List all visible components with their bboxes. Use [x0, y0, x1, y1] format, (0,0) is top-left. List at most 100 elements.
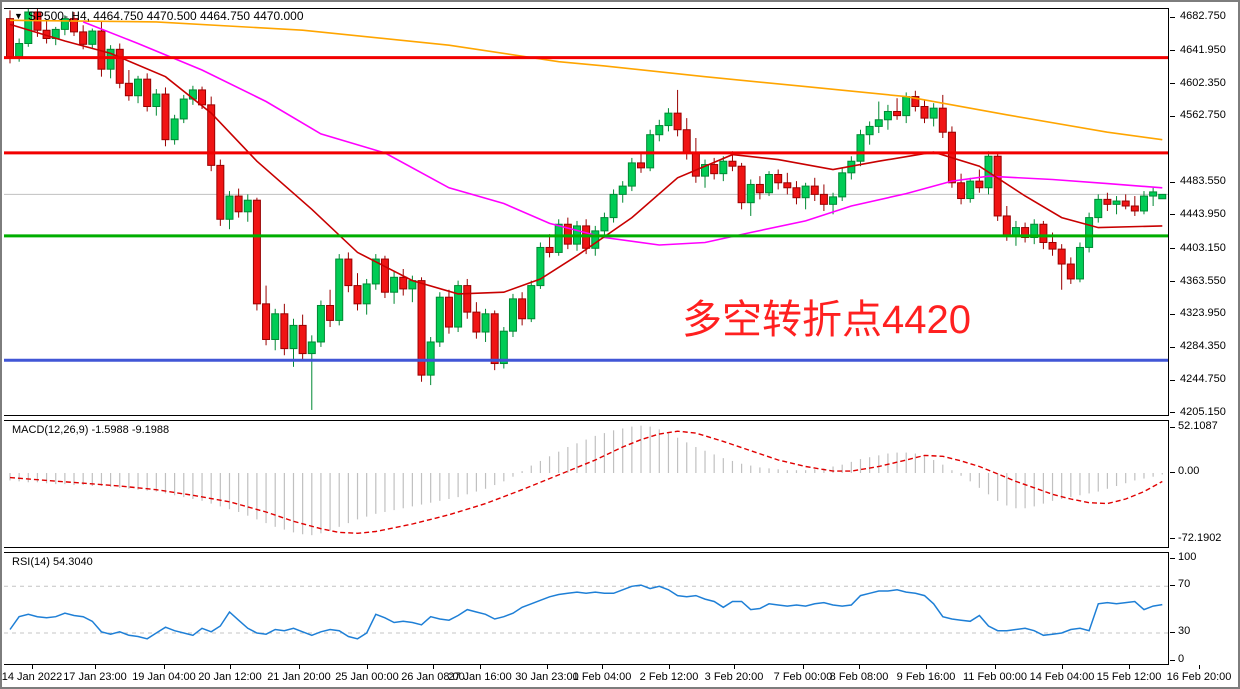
time-tick-mark	[32, 665, 33, 669]
price-tick-label: 4641.950	[1180, 43, 1226, 56]
price-panel[interactable]: 多空转折点4420	[4, 8, 1169, 416]
symbol-marker-icon[interactable]: ▼	[14, 11, 23, 21]
candle	[234, 188, 243, 218]
macd-tick-mark	[1170, 538, 1175, 540]
price-tick-mark	[1170, 83, 1175, 85]
time-tick-label: 3 Feb 20:00	[704, 671, 764, 683]
macd-tick-mark	[1170, 471, 1175, 473]
candle	[1030, 219, 1039, 245]
candle	[316, 300, 325, 347]
candle	[161, 87, 170, 147]
candle	[124, 70, 133, 101]
candle	[765, 171, 774, 197]
time-tick-mark	[803, 665, 804, 669]
candle	[106, 45, 115, 79]
candle	[508, 293, 517, 337]
candle	[737, 162, 746, 210]
candle	[280, 303, 289, 356]
time-tick-label: 27 Jan 16:00	[448, 671, 512, 683]
time-tick-mark	[669, 665, 670, 669]
price-axis[interactable]: 4682.750 4641.950 4602.350 4562.750 4483.550…	[1170, 2, 1238, 687]
candle	[938, 94, 947, 139]
rsi-line	[9, 584, 1163, 640]
candle	[847, 156, 856, 180]
candle	[646, 129, 655, 172]
price-tick-mark	[1170, 181, 1175, 183]
candle	[1121, 194, 1130, 210]
time-tick-mark	[734, 665, 735, 669]
candle	[399, 269, 408, 296]
candle	[637, 152, 646, 173]
time-tick-label: 17 Jan 23:00	[63, 671, 127, 683]
candle	[874, 101, 883, 134]
price-tick-label: 4244.750	[1180, 373, 1226, 386]
time-tick-label: 2 Feb 12:00	[639, 671, 699, 683]
rsi-panel[interactable]: RSI(14) 54.3040	[4, 552, 1169, 665]
candle	[499, 327, 508, 369]
candle	[774, 169, 783, 190]
candle	[1112, 196, 1121, 215]
candle	[865, 121, 874, 145]
price-tick-mark	[1170, 16, 1175, 18]
ma-slow-orange	[9, 19, 1163, 141]
candle	[252, 197, 261, 311]
candle	[243, 194, 252, 222]
candle	[454, 280, 463, 333]
rsi-tick-mark	[1170, 557, 1175, 559]
candle	[24, 9, 33, 47]
time-tick-mark	[859, 665, 860, 669]
candle	[51, 26, 60, 46]
time-tick-label: 8 Feb 08:00	[829, 671, 889, 683]
candle	[463, 278, 472, 319]
candle	[563, 217, 572, 250]
candle	[1011, 220, 1020, 246]
candle	[966, 177, 975, 203]
rsi-label: RSI(14) 54.3040	[12, 556, 93, 568]
price-tick-mark	[1170, 248, 1175, 250]
candle	[362, 278, 371, 315]
candle	[1139, 191, 1148, 215]
candle	[527, 280, 536, 323]
candle	[472, 302, 481, 339]
time-tick-mark	[602, 665, 603, 669]
price-tick-mark	[1170, 115, 1175, 117]
macd-panel[interactable]: MACD(12,26,9) -1.5988 -9.1988	[4, 420, 1169, 548]
candle	[545, 234, 554, 258]
price-tick-label: 4205.150	[1180, 405, 1226, 418]
candle	[216, 159, 225, 226]
rsi-tick-mark	[1170, 631, 1175, 633]
candle	[993, 152, 1002, 221]
time-tick-mark	[433, 665, 434, 669]
price-tick-mark	[1170, 281, 1175, 283]
candle	[609, 189, 618, 223]
candle	[42, 20, 51, 44]
candles-layer	[6, 9, 1167, 410]
time-tick-mark	[95, 665, 96, 669]
candle	[975, 169, 984, 193]
time-tick-label: 1 Feb 04:00	[572, 671, 632, 683]
price-tick-label: 4443.950	[1180, 207, 1226, 220]
candle	[344, 252, 353, 293]
price-tick-label: 4323.950	[1180, 307, 1226, 320]
time-tick-label: 11 Feb 00:00	[962, 671, 1028, 683]
candle	[1021, 222, 1030, 243]
time-tick-label: 7 Feb 00:00	[773, 671, 833, 683]
candle	[518, 292, 527, 326]
time-tick-mark	[480, 665, 481, 669]
time-tick-mark	[926, 665, 927, 669]
time-tick-label: 15 Feb 12:00	[1096, 671, 1162, 683]
candle	[143, 73, 152, 112]
rsi-tick-mark	[1170, 659, 1175, 661]
symbol-bar: ▼ SP500-,H4, 4464.750 4470.500 4464.750 …	[14, 9, 304, 23]
price-tick-label: 4483.550	[1180, 175, 1226, 188]
candle	[1158, 193, 1167, 200]
candle	[6, 10, 14, 64]
candle	[188, 85, 197, 105]
candle	[170, 114, 179, 145]
candle	[60, 15, 69, 36]
candle	[829, 192, 838, 215]
candle	[810, 177, 819, 202]
price-tick-mark	[1170, 50, 1175, 52]
rsi-tick-mark	[1170, 584, 1175, 586]
